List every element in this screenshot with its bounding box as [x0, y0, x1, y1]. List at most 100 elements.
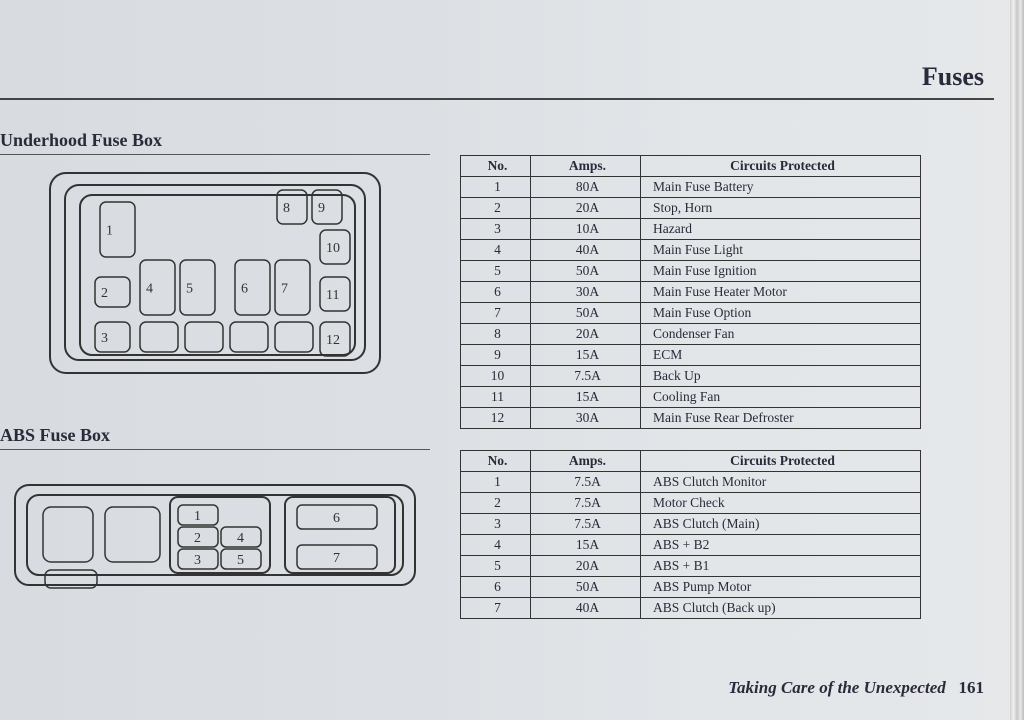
cell-no: 4: [461, 535, 531, 556]
section1-rule: [0, 154, 430, 155]
cell-amps: 7.5A: [531, 472, 641, 493]
cell-no: 2: [461, 493, 531, 514]
svg-text:4: 4: [237, 531, 244, 546]
cell-amps: 10A: [531, 219, 641, 240]
cell-no: 1: [461, 177, 531, 198]
cell-no: 6: [461, 577, 531, 598]
table-row: 820ACondenser Fan: [461, 324, 921, 345]
cell-amps: 50A: [531, 577, 641, 598]
cell-circuit: Main Fuse Option: [641, 303, 921, 324]
table-row: 17.5AABS Clutch Monitor: [461, 472, 921, 493]
page-title: Fuses: [922, 62, 984, 92]
cell-amps: 50A: [531, 303, 641, 324]
abs-fuse-table: No. Amps. Circuits Protected 17.5AABS Cl…: [460, 450, 921, 619]
cell-circuit: Main Fuse Ignition: [641, 261, 921, 282]
underhood-fuse-diagram: 123456789101112: [40, 165, 400, 385]
th-amps: Amps.: [531, 156, 641, 177]
cell-circuit: ABS Clutch (Back up): [641, 598, 921, 619]
cell-no: 12: [461, 408, 531, 429]
cell-amps: 40A: [531, 240, 641, 261]
cell-no: 9: [461, 345, 531, 366]
svg-text:7: 7: [333, 551, 340, 566]
cell-no: 3: [461, 219, 531, 240]
cell-circuit: ABS Clutch Monitor: [641, 472, 921, 493]
underhood-fuse-table: No. Amps. Circuits Protected 180AMain Fu…: [460, 155, 921, 429]
svg-text:1: 1: [106, 224, 113, 239]
table-row: 107.5ABack Up: [461, 366, 921, 387]
cell-amps: 20A: [531, 324, 641, 345]
cell-circuit: Hazard: [641, 219, 921, 240]
th-amps: Amps.: [531, 451, 641, 472]
cell-no: 3: [461, 514, 531, 535]
th-no: No.: [461, 156, 531, 177]
abs-fuse-diagram: 1234567: [5, 465, 425, 605]
cell-no: 1: [461, 472, 531, 493]
svg-text:11: 11: [326, 288, 339, 303]
table-row: 750AMain Fuse Option: [461, 303, 921, 324]
cell-circuit: Motor Check: [641, 493, 921, 514]
section1-title: Underhood Fuse Box: [0, 130, 162, 151]
cell-circuit: Stop, Horn: [641, 198, 921, 219]
cell-amps: 7.5A: [531, 366, 641, 387]
svg-text:1: 1: [194, 509, 201, 524]
cell-no: 2: [461, 198, 531, 219]
section2-title: ABS Fuse Box: [0, 425, 110, 446]
section2-rule: [0, 449, 430, 450]
svg-text:12: 12: [326, 333, 340, 348]
table-row: 310AHazard: [461, 219, 921, 240]
table-row: 440AMain Fuse Light: [461, 240, 921, 261]
page-number: 161: [959, 678, 985, 697]
svg-text:6: 6: [333, 511, 340, 526]
header-rule: [0, 98, 994, 100]
cell-no: 11: [461, 387, 531, 408]
table-row: 650AABS Pump Motor: [461, 577, 921, 598]
svg-text:5: 5: [186, 282, 193, 297]
cell-amps: 40A: [531, 598, 641, 619]
table-row: 550AMain Fuse Ignition: [461, 261, 921, 282]
svg-text:6: 6: [241, 282, 248, 297]
cell-circuit: ABS Pump Motor: [641, 577, 921, 598]
table-row: 740AABS Clutch (Back up): [461, 598, 921, 619]
svg-text:8: 8: [283, 201, 290, 216]
cell-circuit: Cooling Fan: [641, 387, 921, 408]
cell-amps: 30A: [531, 408, 641, 429]
table-row: 1230AMain Fuse Rear Defroster: [461, 408, 921, 429]
cell-no: 4: [461, 240, 531, 261]
cell-amps: 20A: [531, 556, 641, 577]
cell-amps: 15A: [531, 535, 641, 556]
svg-text:3: 3: [194, 553, 201, 568]
table-row: 220AStop, Horn: [461, 198, 921, 219]
table-row: 180AMain Fuse Battery: [461, 177, 921, 198]
cell-no: 8: [461, 324, 531, 345]
cell-circuit: ECM: [641, 345, 921, 366]
cell-amps: 50A: [531, 261, 641, 282]
page-edge: [1010, 0, 1024, 720]
th-no: No.: [461, 451, 531, 472]
cell-circuit: Back Up: [641, 366, 921, 387]
table-row: 1115ACooling Fan: [461, 387, 921, 408]
th-circuits: Circuits Protected: [641, 451, 921, 472]
cell-no: 5: [461, 556, 531, 577]
cell-amps: 20A: [531, 198, 641, 219]
table-row: 915AECM: [461, 345, 921, 366]
cell-circuit: Main Fuse Rear Defroster: [641, 408, 921, 429]
svg-text:7: 7: [281, 282, 288, 297]
svg-text:2: 2: [101, 286, 108, 301]
svg-text:10: 10: [326, 241, 340, 256]
cell-amps: 30A: [531, 282, 641, 303]
table-row: 37.5AABS Clutch (Main): [461, 514, 921, 535]
cell-no: 7: [461, 303, 531, 324]
cell-circuit: ABS Clutch (Main): [641, 514, 921, 535]
cell-amps: 7.5A: [531, 514, 641, 535]
table-row: 27.5AMotor Check: [461, 493, 921, 514]
cell-circuit: Main Fuse Battery: [641, 177, 921, 198]
th-circuits: Circuits Protected: [641, 156, 921, 177]
page-footer: Taking Care of the Unexpected 161: [728, 678, 984, 698]
cell-no: 7: [461, 598, 531, 619]
cell-circuit: ABS + B1: [641, 556, 921, 577]
cell-no: 6: [461, 282, 531, 303]
cell-no: 10: [461, 366, 531, 387]
svg-text:2: 2: [194, 531, 201, 546]
table-row: 520AABS + B1: [461, 556, 921, 577]
svg-text:3: 3: [101, 331, 108, 346]
